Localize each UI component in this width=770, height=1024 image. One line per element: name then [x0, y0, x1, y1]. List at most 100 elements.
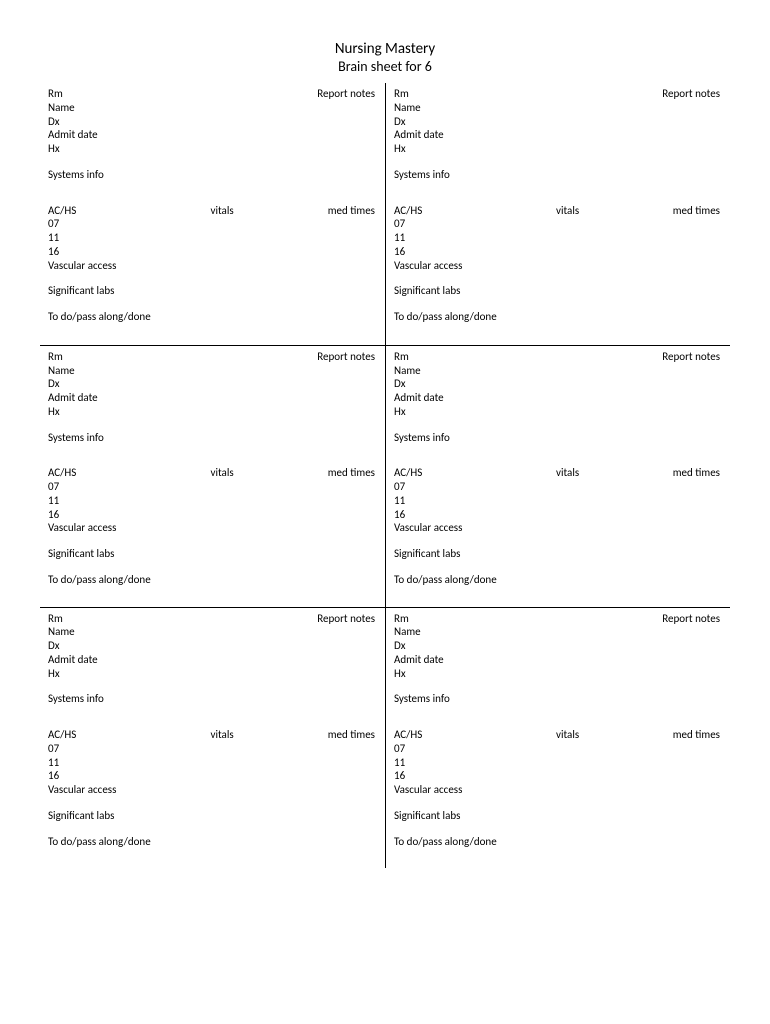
- report-notes-label: Report notes: [317, 87, 377, 101]
- dx-label: Dx: [394, 377, 444, 391]
- brain-sheet-grid: Rm Name Dx Admit date Hx Report notes Sy…: [40, 83, 730, 868]
- time-11-label: 11: [394, 494, 462, 508]
- rm-label: Rm: [394, 612, 444, 626]
- vascular-access-label: Vascular access: [394, 259, 462, 273]
- hx-label: Hx: [394, 142, 444, 156]
- vitals-label: vitals: [556, 466, 579, 535]
- time-11-label: 11: [394, 231, 462, 245]
- systems-info-label: Systems info: [48, 692, 104, 705]
- time-07-label: 07: [48, 480, 116, 494]
- todo-label: To do/pass along/done: [48, 310, 151, 323]
- vitals-label: vitals: [211, 466, 234, 535]
- time-11-label: 11: [394, 756, 462, 770]
- patient-cell: Rm Name Dx Admit date Hx Report notes Sy…: [385, 345, 730, 607]
- name-label: Name: [394, 364, 444, 378]
- systems-info-label: Systems info: [48, 168, 104, 181]
- systems-info-label: Systems info: [394, 692, 450, 705]
- ac-hs-label: AC/HS: [48, 728, 116, 742]
- dx-label: Dx: [48, 377, 98, 391]
- rm-label: Rm: [48, 87, 98, 101]
- time-16-label: 16: [48, 508, 116, 522]
- time-07-label: 07: [48, 217, 116, 231]
- hx-label: Hx: [394, 405, 444, 419]
- vascular-access-label: Vascular access: [48, 521, 116, 535]
- report-notes-label: Report notes: [317, 350, 377, 364]
- med-times-label: med times: [673, 204, 722, 273]
- significant-labs-label: Significant labs: [48, 547, 114, 560]
- vitals-label: vitals: [211, 728, 234, 797]
- admit-date-label: Admit date: [394, 128, 444, 142]
- hx-label: Hx: [48, 405, 98, 419]
- name-label: Name: [394, 101, 444, 115]
- med-times-label: med times: [328, 204, 377, 273]
- significant-labs-label: Significant labs: [48, 809, 114, 822]
- admit-date-label: Admit date: [394, 653, 444, 667]
- ac-hs-label: AC/HS: [48, 204, 116, 218]
- dx-label: Dx: [48, 115, 98, 129]
- hx-label: Hx: [394, 667, 444, 681]
- med-times-label: med times: [328, 728, 377, 797]
- todo-label: To do/pass along/done: [394, 573, 497, 586]
- time-16-label: 16: [394, 508, 462, 522]
- hx-label: Hx: [48, 667, 98, 681]
- ac-hs-label: AC/HS: [394, 466, 462, 480]
- med-times-label: med times: [328, 466, 377, 535]
- todo-label: To do/pass along/done: [394, 310, 497, 323]
- med-times-label: med times: [673, 728, 722, 797]
- time-16-label: 16: [48, 245, 116, 259]
- ac-hs-label: AC/HS: [48, 466, 116, 480]
- time-11-label: 11: [48, 494, 116, 508]
- vitals-label: vitals: [556, 204, 579, 273]
- time-16-label: 16: [394, 245, 462, 259]
- systems-info-label: Systems info: [394, 431, 450, 444]
- report-notes-label: Report notes: [317, 612, 377, 626]
- significant-labs-label: Significant labs: [48, 284, 114, 297]
- time-07-label: 07: [394, 480, 462, 494]
- patient-cell: Rm Name Dx Admit date Hx Report notes Sy…: [385, 83, 730, 345]
- ac-hs-label: AC/HS: [394, 728, 462, 742]
- time-07-label: 07: [48, 742, 116, 756]
- report-notes-label: Report notes: [662, 87, 722, 101]
- significant-labs-label: Significant labs: [394, 284, 460, 297]
- patient-cell: Rm Name Dx Admit date Hx Report notes Sy…: [40, 83, 385, 345]
- vascular-access-label: Vascular access: [394, 521, 462, 535]
- significant-labs-label: Significant labs: [394, 547, 460, 560]
- report-notes-label: Report notes: [662, 612, 722, 626]
- dx-label: Dx: [394, 639, 444, 653]
- name-label: Name: [48, 625, 98, 639]
- report-notes-label: Report notes: [662, 350, 722, 364]
- admit-date-label: Admit date: [394, 391, 444, 405]
- systems-info-label: Systems info: [394, 168, 450, 181]
- patient-cell: Rm Name Dx Admit date Hx Report notes Sy…: [385, 607, 730, 869]
- name-label: Name: [48, 364, 98, 378]
- rm-label: Rm: [48, 612, 98, 626]
- todo-label: To do/pass along/done: [48, 573, 151, 586]
- rm-label: Rm: [394, 87, 444, 101]
- dx-label: Dx: [394, 115, 444, 129]
- med-times-label: med times: [673, 466, 722, 535]
- vitals-label: vitals: [556, 728, 579, 797]
- admit-date-label: Admit date: [48, 391, 98, 405]
- patient-cell: Rm Name Dx Admit date Hx Report notes Sy…: [40, 607, 385, 869]
- name-label: Name: [48, 101, 98, 115]
- time-11-label: 11: [48, 231, 116, 245]
- vascular-access-label: Vascular access: [48, 783, 116, 797]
- rm-label: Rm: [394, 350, 444, 364]
- admit-date-label: Admit date: [48, 653, 98, 667]
- systems-info-label: Systems info: [48, 431, 104, 444]
- time-16-label: 16: [48, 769, 116, 783]
- rm-label: Rm: [48, 350, 98, 364]
- time-11-label: 11: [48, 756, 116, 770]
- page-subtitle: Brain sheet for 6: [40, 58, 730, 75]
- name-label: Name: [394, 625, 444, 639]
- time-07-label: 07: [394, 742, 462, 756]
- vascular-access-label: Vascular access: [394, 783, 462, 797]
- hx-label: Hx: [48, 142, 98, 156]
- vitals-label: vitals: [211, 204, 234, 273]
- page-title: Nursing Mastery: [40, 40, 730, 58]
- todo-label: To do/pass along/done: [48, 835, 151, 848]
- time-16-label: 16: [394, 769, 462, 783]
- ac-hs-label: AC/HS: [394, 204, 462, 218]
- significant-labs-label: Significant labs: [394, 809, 460, 822]
- vascular-access-label: Vascular access: [48, 259, 116, 273]
